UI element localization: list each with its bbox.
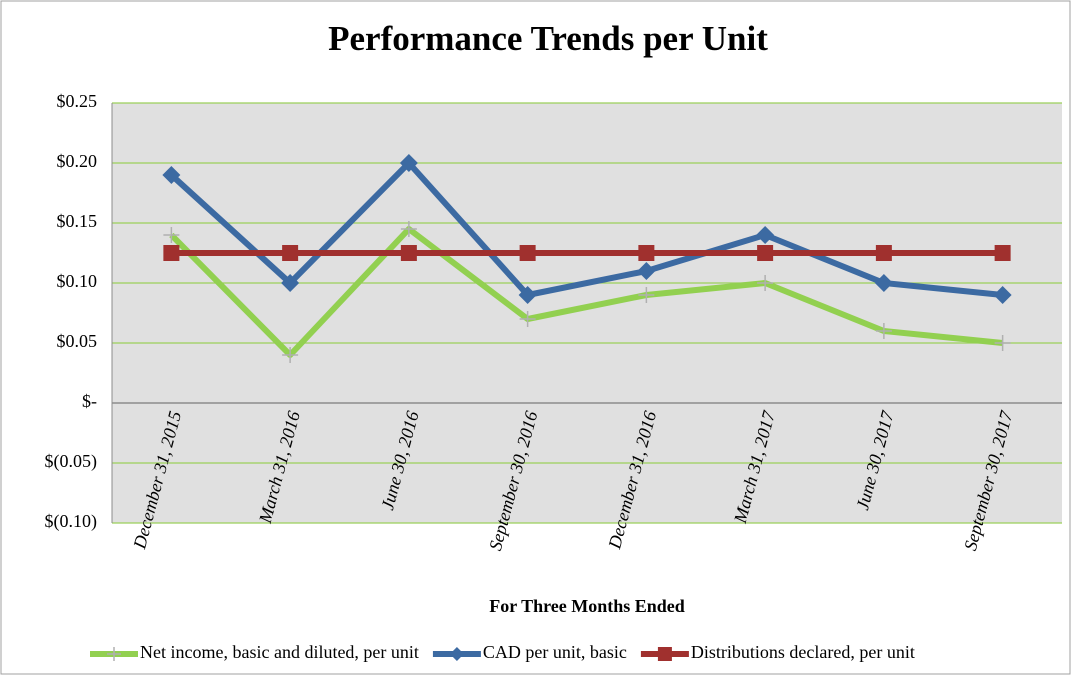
marker (281, 274, 300, 292)
marker (400, 221, 417, 237)
series (163, 221, 1011, 363)
marker (637, 262, 656, 280)
legend-item: Distributions declared, per unit (640, 642, 915, 662)
series-line (169, 226, 1003, 358)
y-tick-label: $- (82, 391, 97, 411)
legend-label: Distributions declared, per unit (691, 642, 915, 662)
y-tick-label: $0.20 (57, 151, 98, 171)
y-tick-label: $0.10 (57, 271, 98, 291)
marker (163, 227, 180, 243)
x-axis-title: For Three Months Ended (489, 596, 685, 616)
series-line (169, 160, 1003, 298)
marker (162, 166, 181, 184)
marker (756, 226, 775, 244)
legend-label: CAD per unit, basic (483, 642, 627, 662)
series (162, 154, 1012, 304)
marker (400, 245, 417, 261)
marker (638, 245, 655, 261)
y-tick-label: $0.15 (57, 211, 98, 231)
legend-marker (657, 647, 672, 661)
series (163, 245, 1011, 261)
legend-marker (107, 647, 121, 661)
marker (519, 311, 536, 327)
chart-title: Performance Trends per Unit (328, 19, 768, 58)
legend-item: CAD per unit, basic (432, 642, 627, 662)
marker (519, 245, 536, 261)
marker (875, 323, 892, 339)
marker (399, 154, 418, 172)
legend-label: Net income, basic and diluted, per unit (140, 642, 419, 662)
y-tick-label: $0.05 (57, 331, 98, 351)
marker (875, 245, 892, 261)
marker (994, 335, 1011, 351)
marker (874, 274, 893, 292)
marker (518, 286, 537, 304)
y-tick-label: $0.25 (57, 91, 98, 111)
y-tick-label: $(0.10) (45, 511, 98, 532)
marker (993, 286, 1012, 304)
marker (994, 245, 1011, 261)
marker (757, 245, 774, 261)
plot-area (112, 103, 1062, 523)
marker (163, 245, 180, 261)
marker (282, 347, 299, 363)
marker (282, 245, 299, 261)
legend-marker (449, 647, 464, 661)
marker (757, 275, 774, 291)
y-tick-label: $(0.05) (45, 451, 98, 472)
marker (638, 287, 655, 303)
legend-item: Net income, basic and diluted, per unit (90, 642, 419, 662)
